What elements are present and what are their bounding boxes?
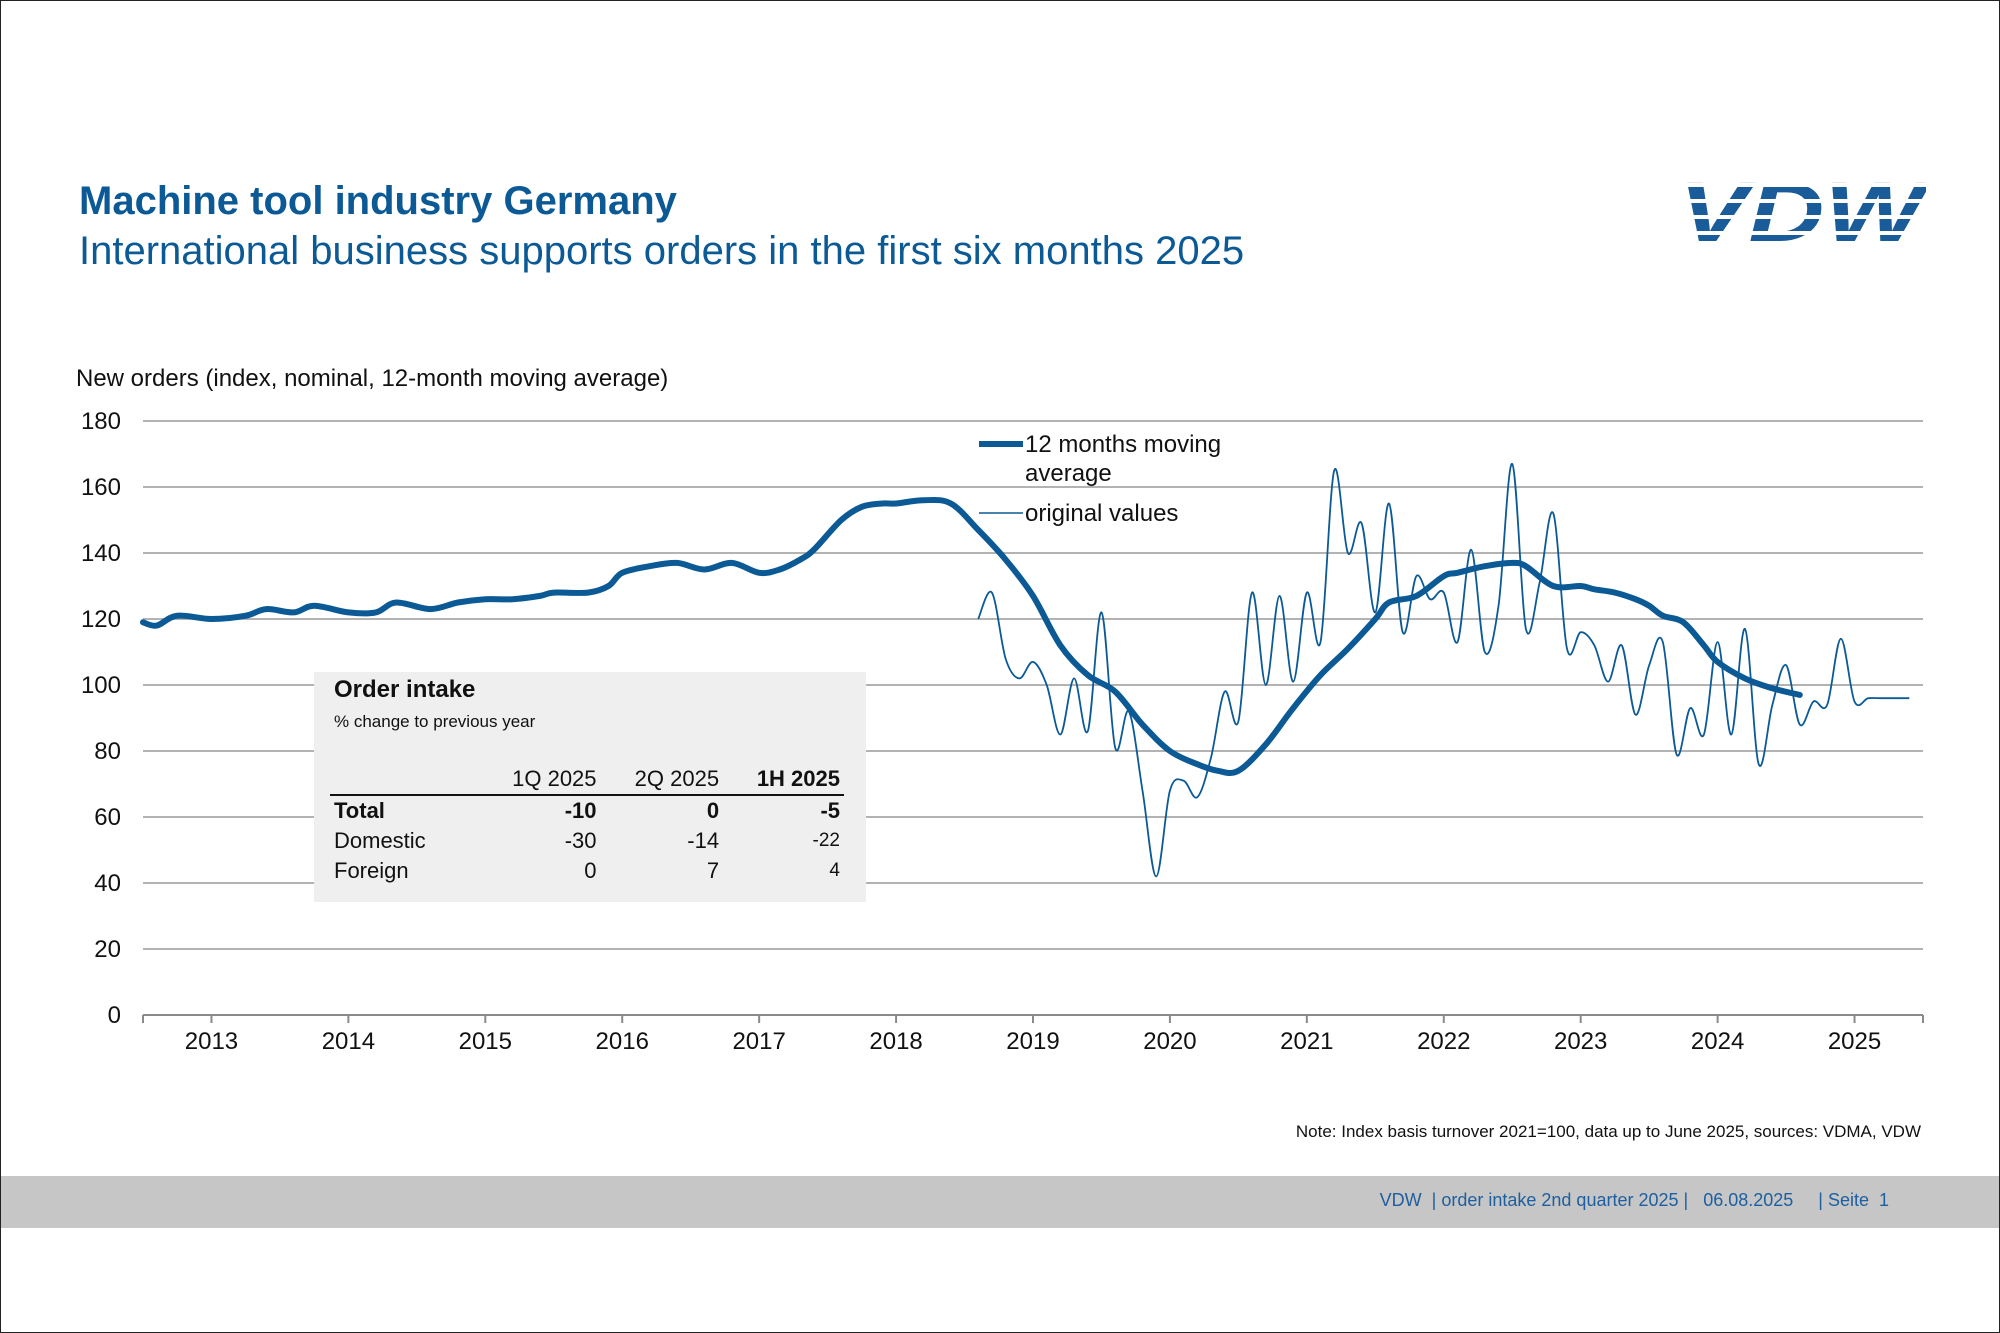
y-axis-title: New orders (index, nominal, 12-month mov… (76, 365, 669, 392)
order-intake-table: Order intake % change to previous year 1… (314, 672, 866, 902)
y-tick-label: 140 (81, 540, 121, 567)
y-tick-label: 40 (94, 870, 121, 897)
y-tick-labels: 0 20 40 60 80 100 120 140 160 180 (81, 408, 121, 1029)
footer-bar: VDW | order intake 2nd quarter 2025 | 06… (1, 1176, 1999, 1228)
footer-text: VDW | order intake 2nd quarter 2025 | 06… (1379, 1190, 1889, 1210)
x-tick-label: 2025 (1828, 1028, 1881, 1055)
legend-original-label: original values (1025, 500, 1178, 527)
table-title: Order intake (334, 676, 476, 703)
table-col-2q: 2Q 2025 (634, 766, 720, 791)
legend: 12 months moving average original values (979, 431, 1221, 527)
cell: -10 (478, 794, 601, 826)
page-subtitle: International business supports orders i… (79, 229, 1245, 273)
x-tick-label: 2024 (1691, 1028, 1744, 1055)
table-row-foreign: Foreign 0 7 4 (330, 856, 844, 886)
cell: -5 (723, 794, 844, 826)
x-tick-label: 2014 (322, 1028, 375, 1055)
x-tick-label: 2023 (1554, 1028, 1607, 1055)
table-header-blank (330, 764, 478, 795)
x-tick-label: 2016 (596, 1028, 649, 1055)
row-label: Foreign (334, 858, 409, 883)
cell: 7 (706, 858, 720, 883)
x-tick-label: 2021 (1280, 1028, 1333, 1055)
legend-moving-avg-label-2: average (1025, 460, 1112, 487)
table-col-1h: 1H 2025 (756, 766, 840, 791)
y-tick-label: 160 (81, 474, 121, 501)
x-tick-label: 2020 (1143, 1028, 1196, 1055)
y-tick-label: 120 (81, 606, 121, 633)
table-header-row: 1Q 2025 2Q 2025 1H 2025 (330, 764, 844, 795)
legend-moving-avg-label-1: 12 months moving (1025, 431, 1221, 458)
cell: -22 (812, 830, 840, 851)
cell: -30 (564, 828, 597, 853)
order-table-grid: 1Q 2025 2Q 2025 1H 2025 Total -10 0 -5 D… (330, 764, 844, 886)
series-moving-average (140, 496, 1803, 777)
x-axis: 2013 2014 2015 2016 2017 2018 2019 2020 2021 2022… (142, 1014, 1924, 1055)
y-tick-label: 80 (94, 738, 121, 765)
x-tick-label: 2017 (732, 1028, 785, 1055)
table-col-1q: 1Q 2025 (512, 766, 597, 791)
cell: 4 (829, 860, 840, 881)
vdw-logo: VDW (1679, 171, 1927, 249)
table-subtitle: % change to previous year (334, 712, 536, 731)
row-label: Total (330, 794, 478, 826)
x-tick-label: 2015 (459, 1028, 512, 1055)
table-row-domestic: Domestic -30 -14 -22 (330, 826, 844, 856)
row-label: Domestic (334, 828, 426, 853)
table-row-total: Total -10 0 -5 (330, 794, 844, 826)
cell: 0 (584, 858, 597, 883)
x-tick-label: 2018 (869, 1028, 922, 1055)
cell: -14 (687, 828, 720, 853)
cell: 0 (600, 794, 724, 826)
x-tick-label: 2022 (1417, 1028, 1470, 1055)
y-tick-label: 0 (108, 1002, 121, 1029)
source-note: Note: Index basis turnover 2021=100, dat… (1295, 1122, 1921, 1141)
series-original-values (977, 462, 1910, 878)
page-title: Machine tool industry Germany (79, 179, 677, 223)
x-tick-label: 2019 (1006, 1028, 1059, 1055)
series (140, 462, 1910, 878)
x-tick-label: 2013 (185, 1028, 238, 1055)
y-tick-label: 100 (81, 672, 121, 699)
y-tick-label: 180 (81, 408, 121, 435)
y-tick-label: 60 (94, 804, 121, 831)
y-tick-label: 20 (94, 936, 121, 963)
